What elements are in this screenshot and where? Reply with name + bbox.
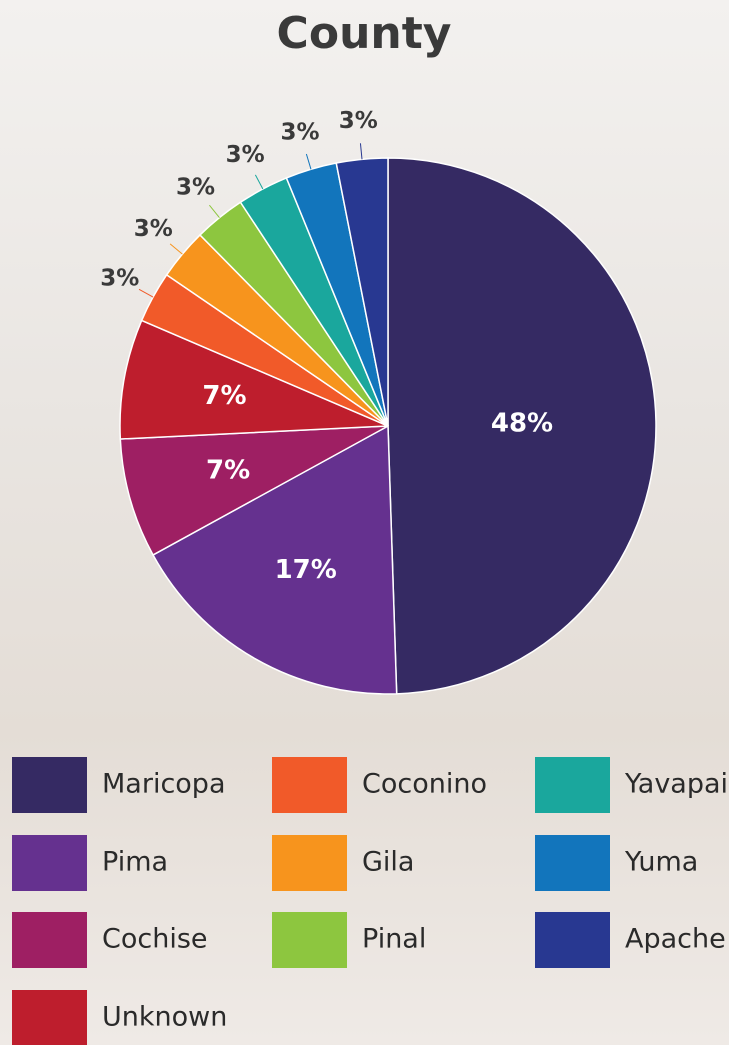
data-label: 3% bbox=[226, 142, 265, 168]
legend-swatch bbox=[12, 990, 87, 1045]
legend-label: Apache bbox=[625, 924, 726, 955]
pie-slice bbox=[152, 424, 398, 695]
leader-line bbox=[359, 143, 363, 160]
legend-swatch bbox=[12, 757, 87, 813]
leader-line bbox=[305, 153, 312, 170]
legend-label: Maricopa bbox=[102, 769, 226, 800]
legend-label: Pima bbox=[102, 847, 168, 878]
legend-label: Cochise bbox=[102, 924, 208, 955]
legend-swatch bbox=[535, 835, 610, 891]
legend-swatch bbox=[535, 912, 610, 968]
pie-slice bbox=[119, 319, 389, 440]
legend-label: Gila bbox=[362, 847, 414, 878]
legend-swatch bbox=[272, 757, 347, 813]
data-label: 17% bbox=[275, 555, 337, 585]
leader-line bbox=[209, 204, 220, 218]
legend-label: Yuma bbox=[624, 847, 698, 878]
legend-swatch bbox=[12, 912, 87, 968]
legend-label: Coconino bbox=[362, 769, 487, 800]
data-label: 48% bbox=[491, 408, 553, 438]
leader-line bbox=[169, 243, 183, 255]
data-label: 7% bbox=[202, 381, 246, 411]
legend-swatch bbox=[535, 757, 610, 813]
chart-title: County bbox=[277, 8, 452, 59]
leader-line bbox=[254, 174, 264, 190]
legend-swatch bbox=[12, 835, 87, 891]
data-label: 3% bbox=[134, 216, 173, 242]
data-label: 3% bbox=[176, 175, 215, 201]
legend-label: Unknown bbox=[102, 1002, 227, 1033]
legend-swatch bbox=[272, 835, 347, 891]
leader-line bbox=[138, 288, 154, 298]
data-label: 3% bbox=[281, 119, 320, 145]
data-label: 3% bbox=[339, 108, 378, 134]
legend-swatch bbox=[272, 912, 347, 968]
data-label: 3% bbox=[100, 265, 139, 291]
pie-slice bbox=[387, 157, 657, 695]
legend-label: Pinal bbox=[362, 924, 426, 955]
legend-label: Yavapai bbox=[624, 769, 728, 800]
pie-slice bbox=[119, 425, 389, 556]
data-label: 7% bbox=[206, 456, 250, 486]
